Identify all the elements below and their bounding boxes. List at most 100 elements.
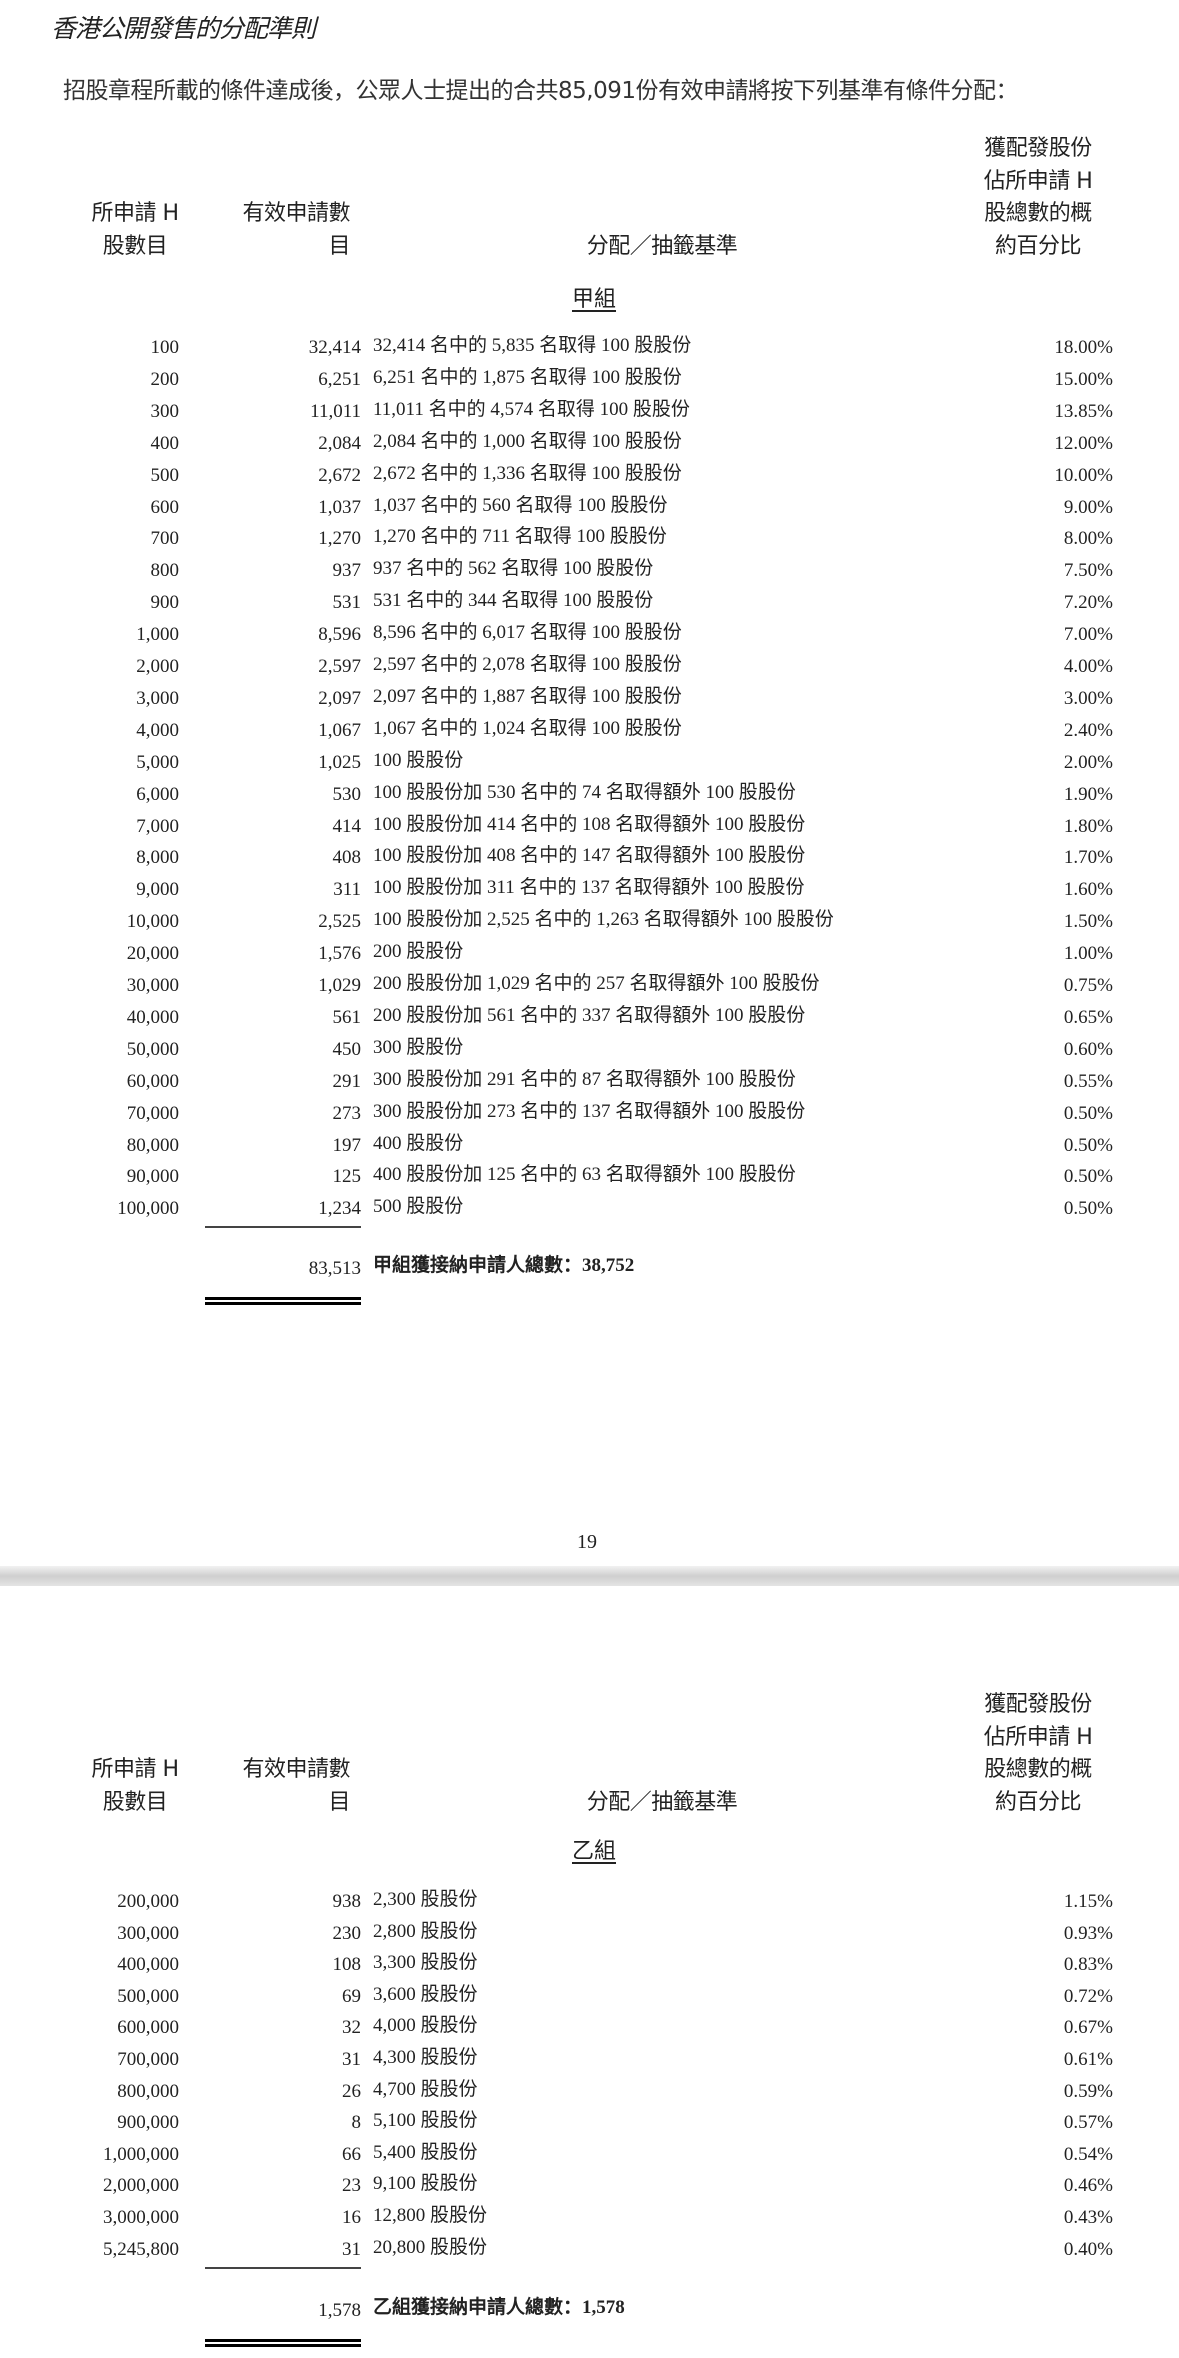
cell-percentage: 12.00% bbox=[1054, 432, 1113, 454]
group-heading: 甲組 bbox=[571, 287, 617, 312]
cell-allocation-basis: 5,400 股股份 bbox=[373, 2141, 478, 2163]
cell-percentage: 0.50% bbox=[1063, 1102, 1113, 1124]
cell-valid-applications: 450 bbox=[332, 1038, 362, 1060]
cell-shares-applied: 50,000 bbox=[126, 1038, 179, 1060]
cell-shares-applied: 2,000,000 bbox=[103, 2175, 179, 2197]
cell-valid-applications: 69 bbox=[342, 1985, 361, 2007]
cell-allocation-basis: 300 股股份 bbox=[373, 1036, 464, 1058]
cell-valid-applications: 408 bbox=[332, 847, 362, 869]
cell-shares-applied: 10,000 bbox=[126, 911, 179, 933]
cell-valid-applications: 1,270 bbox=[318, 528, 361, 550]
cell-allocation-basis: 2,084 名中的 1,000 名取得 100 股股份 bbox=[373, 430, 682, 452]
header-allocation-percent: 約百分比 bbox=[994, 1789, 1082, 1815]
cell-percentage: 0.50% bbox=[1063, 1166, 1113, 1188]
cell-shares-applied: 8,000 bbox=[136, 847, 179, 869]
cell-percentage: 15.00% bbox=[1054, 368, 1113, 390]
subtotal-rule bbox=[205, 2266, 361, 2269]
cell-shares-applied: 1,000 bbox=[136, 624, 179, 646]
cell-valid-applications: 938 bbox=[332, 1891, 362, 1912]
cell-shares-applied: 900 bbox=[150, 592, 180, 614]
total-valid-applications: 1,578 bbox=[318, 2299, 361, 2321]
cell-allocation-basis: 4,300 股股份 bbox=[373, 2047, 478, 2068]
cell-shares-applied: 20,000 bbox=[126, 943, 179, 965]
header-allocation-percent: 約百分比 bbox=[994, 233, 1082, 259]
cell-shares-applied: 600 bbox=[150, 496, 180, 518]
cell-valid-applications: 23 bbox=[342, 2175, 361, 2197]
header-allocation-percent: 獲配發股份 bbox=[984, 1692, 1092, 1717]
cell-percentage: 0.93% bbox=[1063, 1922, 1113, 1944]
total-double-rule bbox=[205, 2338, 361, 2347]
cell-shares-applied: 6,000 bbox=[136, 783, 179, 805]
cell-percentage: 1.80% bbox=[1063, 815, 1113, 837]
cell-valid-applications: 26 bbox=[342, 2080, 361, 2102]
cell-valid-applications: 311 bbox=[333, 879, 361, 901]
cell-allocation-basis: 9,100 股股份 bbox=[373, 2173, 478, 2195]
cell-allocation-basis: 400 股股份加 125 名中的 63 名取得額外 100 股股份 bbox=[373, 1164, 796, 1186]
cell-percentage: 18.00% bbox=[1054, 337, 1113, 358]
cell-allocation-basis: 2,097 名中的 1,887 名取得 100 股股份 bbox=[373, 685, 682, 707]
cell-percentage: 7.20% bbox=[1063, 592, 1113, 614]
cell-percentage: 4.00% bbox=[1063, 656, 1113, 677]
cell-shares-applied: 70,000 bbox=[126, 1102, 179, 1124]
cell-percentage: 0.83% bbox=[1063, 1954, 1113, 1976]
cell-valid-applications: 414 bbox=[332, 815, 362, 837]
cell-shares-applied: 300,000 bbox=[117, 1922, 179, 1944]
cell-valid-applications: 2,597 bbox=[318, 656, 361, 677]
cell-valid-applications: 66 bbox=[342, 2143, 361, 2165]
cell-shares-applied: 90,000 bbox=[126, 1166, 179, 1188]
cell-allocation-basis: 200 股股份加 1,029 名中的 257 名取得額外 100 股股份 bbox=[373, 973, 820, 994]
cell-valid-applications: 31 bbox=[342, 2238, 361, 2260]
header-shares-applied: 所申請 H bbox=[91, 1757, 179, 1782]
cell-shares-applied: 3,000 bbox=[136, 687, 179, 709]
cell-allocation-basis: 100 股股份加 311 名中的 137 名取得額外 100 股股份 bbox=[373, 877, 805, 899]
cell-percentage: 0.75% bbox=[1063, 975, 1113, 996]
cell-shares-applied: 80,000 bbox=[126, 1134, 179, 1156]
cell-shares-applied: 40,000 bbox=[126, 1006, 179, 1028]
page-separator bbox=[0, 1566, 1179, 1586]
cell-shares-applied: 300 bbox=[150, 400, 180, 422]
cell-allocation-basis: 3,600 股股份 bbox=[373, 1983, 478, 2005]
cell-valid-applications: 1,029 bbox=[318, 975, 361, 996]
cell-shares-applied: 800,000 bbox=[117, 2080, 179, 2102]
total-double-rule bbox=[205, 1297, 361, 1306]
cell-shares-applied: 500 bbox=[150, 464, 180, 486]
cell-valid-applications: 197 bbox=[332, 1134, 362, 1156]
header-allocation-percent: 佔所申請 H bbox=[983, 1724, 1093, 1750]
cell-valid-applications: 2,084 bbox=[318, 432, 361, 454]
cell-shares-applied: 800 bbox=[150, 560, 180, 582]
cell-shares-applied: 3,000,000 bbox=[103, 2207, 179, 2228]
cell-valid-applications: 273 bbox=[332, 1102, 362, 1124]
header-allocation-percent: 股總數的概 bbox=[984, 201, 1092, 226]
cell-allocation-basis: 1,067 名中的 1,024 名取得 100 股股份 bbox=[373, 717, 682, 739]
cell-allocation-basis: 12,800 股股份 bbox=[373, 2205, 488, 2226]
cell-valid-applications: 530 bbox=[332, 783, 362, 805]
cell-percentage: 0.57% bbox=[1063, 2112, 1113, 2134]
cell-valid-applications: 16 bbox=[342, 2207, 361, 2228]
header-allocation-basis: 分配／抽籤基準 bbox=[586, 233, 738, 259]
cell-percentage: 1.15% bbox=[1063, 1891, 1113, 1912]
cell-percentage: 9.00% bbox=[1063, 496, 1113, 518]
header-allocation-basis: 分配／抽籤基準 bbox=[586, 1789, 738, 1815]
cell-percentage: 0.61% bbox=[1063, 2049, 1113, 2070]
cell-allocation-basis: 300 股股份加 273 名中的 137 名取得額外 100 股股份 bbox=[373, 1100, 806, 1122]
cell-allocation-basis: 6,251 名中的 1,875 名取得 100 股股份 bbox=[373, 366, 682, 388]
cell-shares-applied: 200 bbox=[150, 368, 180, 390]
page-title: 香港公開發售的分配準則 bbox=[51, 14, 316, 43]
header-shares-applied: 股數目 bbox=[102, 233, 168, 259]
cell-shares-applied: 60,000 bbox=[126, 1070, 179, 1092]
cell-percentage: 0.55% bbox=[1063, 1070, 1113, 1092]
cell-allocation-basis: 100 股股份 bbox=[373, 749, 464, 771]
cell-percentage: 1.60% bbox=[1063, 879, 1113, 901]
cell-shares-applied: 4,000 bbox=[136, 719, 179, 741]
cell-valid-applications: 8,596 bbox=[318, 624, 361, 646]
cell-allocation-basis: 2,672 名中的 1,336 名取得 100 股股份 bbox=[373, 462, 682, 484]
cell-shares-applied: 700 bbox=[150, 528, 180, 550]
cell-allocation-basis: 20,800 股股份 bbox=[373, 2236, 488, 2258]
cell-percentage: 0.60% bbox=[1063, 1038, 1113, 1060]
cell-allocation-basis: 3,300 股股份 bbox=[373, 1952, 478, 1974]
cell-valid-applications: 1,067 bbox=[318, 719, 361, 741]
cell-valid-applications: 561 bbox=[332, 1006, 362, 1028]
cell-percentage: 10.00% bbox=[1054, 464, 1113, 486]
cell-valid-applications: 2,097 bbox=[318, 687, 361, 709]
cell-shares-applied: 2,000 bbox=[136, 656, 179, 677]
